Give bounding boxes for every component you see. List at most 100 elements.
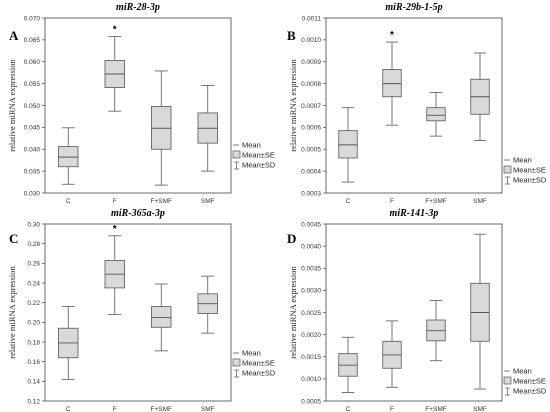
y-tick-label: 0.26 <box>27 261 40 268</box>
legend-se-swatch <box>503 165 512 174</box>
y-axis-label: relative miRNA expression <box>288 58 298 151</box>
significance-star: * <box>113 24 117 35</box>
y-tick-label: 0.0035 <box>301 266 321 273</box>
legend-se-label: Mean±SE <box>242 151 275 160</box>
chart-title: miR-29b-1-5p <box>385 2 442 13</box>
legend-se-label: Mean±SE <box>242 359 275 368</box>
y-tick-label: 0.0008 <box>301 81 321 88</box>
x-tick-label: F+SMF <box>425 198 447 205</box>
y-tick-label: 0.0004 <box>301 168 321 175</box>
box-f-smf <box>151 283 172 352</box>
y-tick-label: 0.060 <box>24 59 41 66</box>
significance-star: * <box>390 30 394 41</box>
y-tick-label: 0.035 <box>24 168 41 175</box>
se-box <box>151 306 172 328</box>
x-tick-label: SMF <box>473 198 487 205</box>
y-tick-label: 0.22 <box>27 300 40 307</box>
y-tick-label: 0.0045 <box>301 221 321 228</box>
y-tick-label: 0.28 <box>27 241 40 248</box>
box-smf <box>470 233 490 390</box>
y-tick-label: 0.12 <box>27 398 40 405</box>
x-tick-label: C <box>66 406 71 412</box>
box-c <box>338 107 358 183</box>
se-box <box>382 69 402 98</box>
legend-sd-label: Mean±SD <box>242 369 276 378</box>
y-axis-label: relative miRNA expression <box>7 265 17 358</box>
box-f: * <box>382 30 402 126</box>
panel-letter: D <box>287 231 296 246</box>
se-box <box>338 130 358 159</box>
x-tick-label: F+SMF <box>425 406 447 412</box>
y-tick-label: 0.0030 <box>301 288 321 295</box>
x-tick-label: C <box>66 198 71 205</box>
y-tick-label: 0.0011 <box>302 15 322 22</box>
box-smf <box>197 84 218 172</box>
x-tick-label: F <box>390 406 394 412</box>
legend-se-label: Mean±SE <box>513 377 546 386</box>
y-axis-label: relative miRNA expression <box>7 58 17 151</box>
x-tick-label: F+SMF <box>151 406 173 412</box>
box-f: * <box>104 24 125 112</box>
chart-title: miR-141-3p <box>390 208 439 219</box>
y-tick-label: 0.045 <box>24 125 41 132</box>
chart-title: miR-365a-3p <box>111 208 165 219</box>
x-tick-label: F+SMF <box>151 198 173 205</box>
y-tick-label: 0.0010 <box>301 376 321 383</box>
panel-letter: C <box>9 231 18 246</box>
y-tick-label: 0.030 <box>24 190 41 197</box>
legend-mean-label: Mean <box>513 367 532 376</box>
y-tick-label: 0.14 <box>27 379 40 386</box>
y-tick-label: 0.30 <box>27 221 40 228</box>
x-tick-label: C <box>346 406 351 412</box>
y-tick-label: 0.0009 <box>301 59 321 66</box>
y-tick-label: 0.0003 <box>301 190 321 197</box>
y-tick-label: 0.070 <box>24 15 41 22</box>
panel-letter: A <box>9 28 19 43</box>
legend-mean-label: Mean <box>242 141 261 150</box>
box-c <box>58 127 79 185</box>
panel-c: miR-365a-3p C 0.12 0.14 0.16 0.18 0.20 0.22 0.24… <box>7 208 232 412</box>
y-tick-label: 0.0005 <box>301 147 321 154</box>
y-tick-label: 0.0040 <box>301 243 321 250</box>
box-smf <box>470 52 490 141</box>
box-f-smf <box>426 91 446 137</box>
y-tick-label: 0.040 <box>24 147 41 154</box>
panel-a: miR-28-3p A 0.030 0.035 0.040 0.045 0.050 0.055… <box>7 2 232 205</box>
y-tick-label: 0.16 <box>27 359 40 366</box>
x-tick-label: SMF <box>201 406 215 412</box>
y-tick-label: 0.0005 <box>301 398 321 405</box>
legend-sd-label: Mean±SD <box>242 161 276 170</box>
y-tick-label: 0.18 <box>27 339 40 346</box>
x-tick-label: F <box>113 198 117 205</box>
x-tick-label: SMF <box>201 198 215 205</box>
box-f-smf <box>426 300 446 362</box>
legend-se-swatch <box>503 376 512 385</box>
y-tick-label: 0.050 <box>24 103 41 110</box>
legend-sd-label: Mean±SD <box>513 387 547 396</box>
y-tick-label: 0.065 <box>24 37 41 44</box>
se-box <box>426 107 446 122</box>
x-tick-label: F <box>390 198 394 205</box>
y-tick-label: 0.0006 <box>301 125 321 132</box>
legend-se-swatch <box>232 150 241 159</box>
legend-sd-label: Mean±SD <box>513 176 547 185</box>
panel-b: miR-29b-1-5p B 0.0003 0.0004 0.0005 0.0006 0.0… <box>287 2 503 205</box>
legend-mean-label: Mean <box>513 156 532 165</box>
y-tick-label: 0.24 <box>27 280 40 287</box>
legend-se-label: Mean±SE <box>513 166 546 175</box>
significance-star: * <box>113 224 117 235</box>
box-smf <box>197 275 218 334</box>
panel-d: miR-141-3p D 0.0005 0.0010 0.0015 0.0020 0.002… <box>287 208 503 412</box>
box-f <box>382 320 402 388</box>
y-axis-label: relative miRNA expression <box>288 265 298 358</box>
y-tick-label: 0.0010 <box>301 37 321 44</box>
x-tick-label: F <box>113 406 117 412</box>
box-f: * <box>104 224 125 315</box>
panel-letter: B <box>287 28 296 43</box>
box-f-smf <box>151 70 172 186</box>
y-tick-label: 0.055 <box>24 81 41 88</box>
plot-frame <box>44 223 232 402</box>
